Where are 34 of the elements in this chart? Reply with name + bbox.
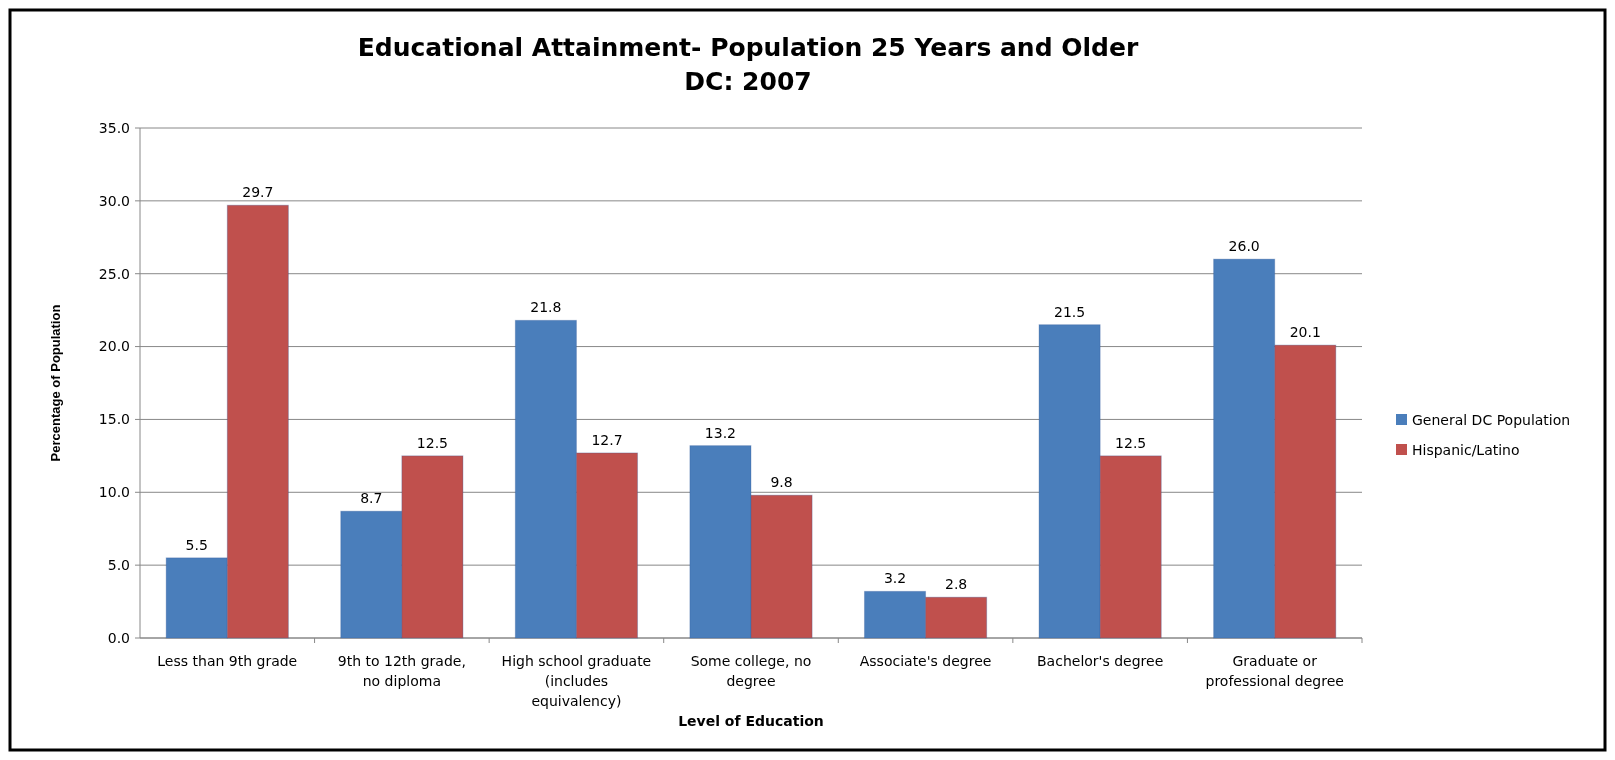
x-tick-label: Less than 9th grade [157,653,298,669]
data-label: 13.2 [704,424,737,441]
data-label: 8.7 [360,490,383,507]
y-tick-label: 0.0 [107,629,130,646]
data-label: 12.5 [1115,434,1147,451]
data-label: 9.8 [770,474,793,491]
chart-title: Educational Attainment- Population 25 Years and Older DC: 2007 [357,33,1139,96]
y-tick-label: 5.0 [107,557,130,574]
x-tick-label: Graduate or professional degree [1205,653,1344,689]
y-tick-label: 35.0 [98,119,130,136]
data-label: 12.5 [416,434,448,451]
y-tick-label: 25.0 [98,265,130,282]
x-tick-label: 9th to 12th grade, no diploma [337,653,466,689]
data-label: 12.7 [591,431,623,448]
legend-label: General DC Population [1412,411,1571,428]
y-tick-label: 15.0 [98,411,130,428]
data-label: 26.0 [1228,238,1260,255]
x-tick-label: High school graduate (includes equivalency) [501,653,652,709]
y-tick-label: 20.0 [98,338,130,355]
legend-label: Hispanic/Latino [1412,441,1520,458]
data-label: 3.2 [883,570,907,587]
data-label: 20.1 [1289,324,1321,341]
data-label: 21.8 [530,299,562,316]
y-tick-label: 30.0 [98,192,130,209]
y-axis-title: Percentage of Population [48,304,63,462]
data-label: 29.7 [242,184,274,201]
data-label: 5.5 [185,536,208,553]
x-tick-label: Associate's degree [859,653,992,669]
x-tick-label: Some college, no degree [690,653,812,689]
data-label: 2.8 [944,576,968,593]
y-tick-label: 10.0 [98,484,130,501]
x-axis-title: Level of Education [678,713,824,729]
data-label: 21.5 [1054,303,1086,320]
x-tick-label: Bachelor's degree [1037,653,1164,669]
